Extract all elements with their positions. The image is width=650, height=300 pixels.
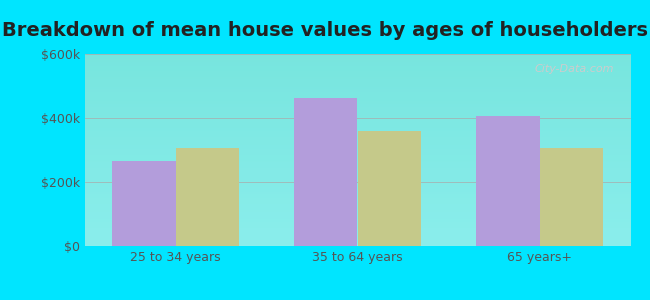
Text: City-Data.com: City-Data.com [534, 64, 614, 74]
Bar [540, 148, 603, 246]
Bar [112, 161, 176, 246]
Bar [476, 116, 540, 246]
Text: Breakdown of mean house values by ages of householders: Breakdown of mean house values by ages o… [2, 21, 648, 40]
Bar [176, 148, 239, 246]
Bar [294, 98, 358, 246]
Bar [358, 131, 421, 246]
